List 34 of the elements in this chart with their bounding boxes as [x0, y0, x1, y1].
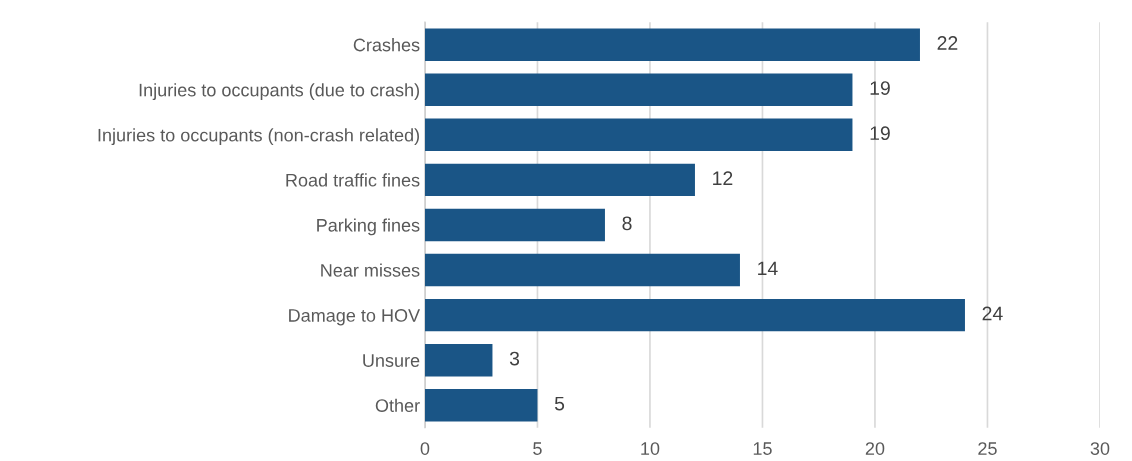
y-tick-label: Injuries to occupants (due to crash): [139, 83, 419, 101]
bar: [424, 253, 740, 287]
y-tick-label: Damage to HOV: [289, 309, 421, 326]
data-label: 24: [982, 306, 1003, 321]
data-label: 19: [870, 126, 890, 141]
bar: [424, 343, 493, 377]
bar: [424, 28, 920, 61]
x-tick-label: 30: [1090, 442, 1110, 455]
data-label: 3: [509, 351, 520, 366]
x-tick-label: 20: [865, 442, 885, 455]
y-tick-label: Unsure: [363, 354, 420, 367]
bar: [424, 208, 605, 242]
x-tick-label: 0: [420, 442, 430, 455]
data-label: 12: [713, 171, 733, 185]
x-tick-label: 10: [641, 442, 660, 455]
bar: [424, 73, 853, 106]
y-tick-label: Road traffic fines: [286, 173, 420, 187]
x-tick-label: 5: [533, 442, 542, 455]
bar: [424, 389, 538, 422]
bar: [424, 163, 695, 197]
data-label: 19: [870, 81, 890, 95]
y-tick-label: Injuries to occupants (non-crash related): [98, 128, 419, 146]
bar: [424, 118, 853, 152]
y-tick-label: Other: [375, 398, 420, 412]
y-tick-label: Near misses: [321, 263, 420, 277]
data-label: 8: [622, 216, 632, 231]
y-tick-label: Parking fines: [317, 218, 420, 236]
data-label: 5: [554, 396, 565, 411]
bar: [424, 298, 965, 332]
data-label: 14: [758, 261, 778, 276]
x-tick-label: 25: [978, 442, 997, 455]
x-tick-label: 15: [753, 442, 772, 455]
y-tick-label: Crashes: [353, 38, 420, 52]
data-label: 22: [937, 36, 958, 50]
